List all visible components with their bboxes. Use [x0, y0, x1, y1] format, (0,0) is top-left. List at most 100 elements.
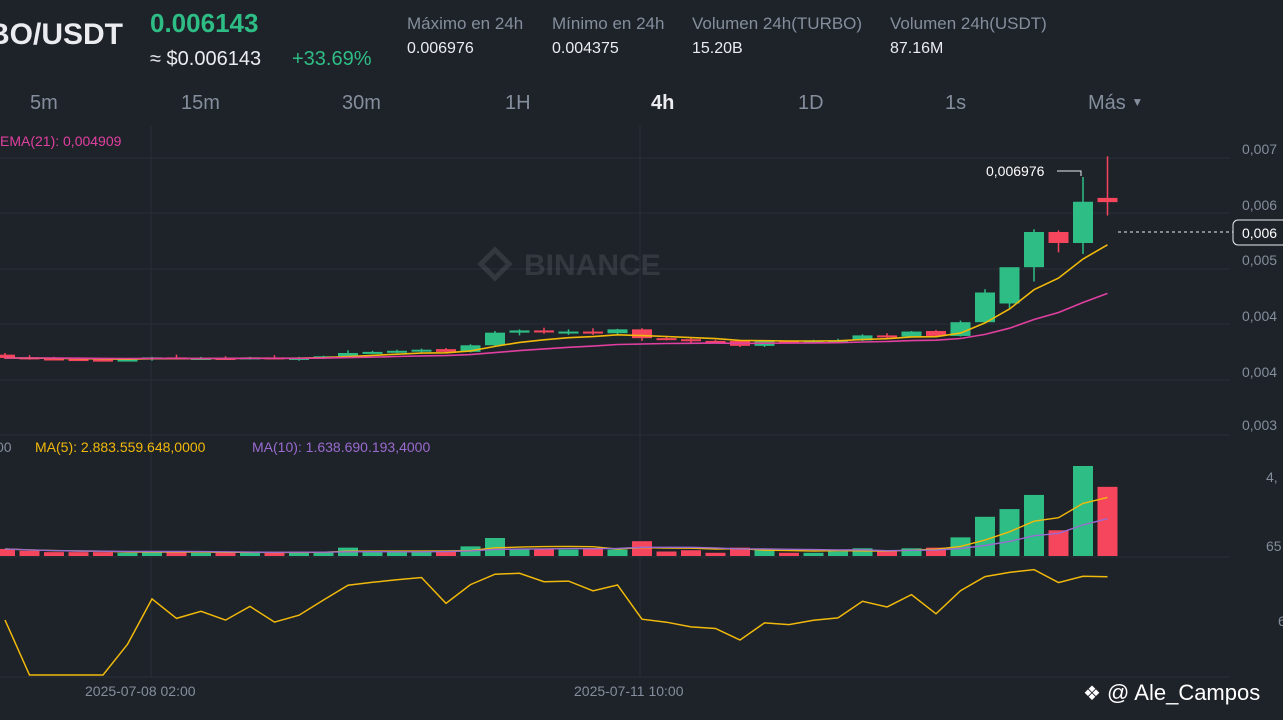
ma5-indicator-label: MA(5): 2.883.559.648,0000 — [35, 439, 206, 455]
volume-bar — [44, 552, 64, 556]
candle-body — [901, 331, 922, 337]
candle-body — [950, 322, 971, 336]
volume-bar — [852, 548, 873, 556]
volume-bar — [607, 549, 628, 556]
candle-body — [877, 335, 897, 338]
binance-watermark: BINANCE — [477, 246, 661, 282]
oscillator — [4, 568, 1108, 676]
volume-bar — [142, 551, 162, 556]
volume-bar — [240, 552, 260, 556]
price-axis-label: 0,004 — [1242, 308, 1277, 324]
moving-averages — [4, 244, 1108, 361]
chart-grid — [0, 125, 1230, 678]
volume-bar — [1048, 530, 1069, 556]
candle-body — [999, 267, 1020, 304]
price-axis-label: 0,004 — [1242, 364, 1277, 380]
volume-bar — [387, 552, 407, 556]
candle-body — [1048, 232, 1069, 243]
last-price: 0.006143 — [150, 8, 259, 38]
candle-body — [534, 330, 554, 333]
volume-bars — [0, 466, 1118, 556]
candle-body — [117, 359, 138, 362]
candle-body — [485, 332, 505, 346]
volume-bar — [289, 551, 309, 556]
candle-body — [436, 349, 456, 352]
candle-body — [632, 329, 652, 339]
candle-body — [1097, 197, 1118, 203]
price-change-percent: +33.69% — [292, 48, 372, 70]
candle-body — [607, 329, 628, 334]
volume-bar — [534, 548, 554, 556]
volume-bar — [313, 552, 334, 556]
stat-high-value: 0.006976 — [407, 40, 474, 57]
price-axis-label: 0,006 — [1242, 197, 1277, 213]
volume-bar — [264, 552, 285, 556]
author-watermark: ❖ @ Ale_Campos — [1083, 680, 1260, 706]
stat-low-label: Mínimo en 24h — [552, 14, 665, 33]
caret-down-icon: ▼ — [1131, 95, 1144, 109]
timeframe-more-label: Más — [1088, 92, 1126, 114]
stat-volume-base-label: Volumen 24h(TURBO) — [692, 14, 863, 33]
timeframe-1w[interactable]: 1s — [945, 92, 967, 114]
volume-bar — [93, 552, 113, 556]
candle-body — [975, 292, 995, 323]
candle-body — [411, 349, 432, 352]
x-axis-label-2: 2025-07-11 10:00 — [574, 683, 684, 699]
last-price-marker: 0,006 — [1118, 219, 1283, 246]
author-handle: @ Ale_Campos — [1100, 680, 1261, 705]
candle-body — [1073, 201, 1093, 243]
volume-bar — [166, 551, 187, 556]
volume-bar — [730, 547, 750, 556]
candle-body — [803, 340, 824, 343]
volume-ma10-line — [4, 518, 1108, 554]
candle-body — [656, 338, 677, 341]
ema-long-line — [5, 292, 1108, 360]
volume-bar — [1073, 466, 1093, 556]
volume-bar — [215, 552, 236, 556]
volume-bar — [117, 552, 138, 556]
price-usd-approx: ≈ $0.006143 — [150, 48, 262, 70]
x-axis-label-1: 2025-07-08 02:00 — [85, 683, 196, 699]
timeframe-4h[interactable]: 4h — [651, 92, 675, 114]
timeframe-1d[interactable]: 1D — [798, 92, 824, 114]
volume-bar — [436, 550, 456, 556]
last-price-label: 0,006 — [1242, 225, 1277, 241]
volume-bar — [411, 551, 432, 556]
volume-bar — [68, 552, 89, 556]
volume-bar — [362, 552, 383, 556]
volume-axis-label: 65 — [1266, 538, 1282, 554]
candle-body — [0, 354, 15, 358]
volume-bar — [901, 548, 922, 556]
candle-body — [460, 345, 481, 352]
oscillator-axis-label: 6 — [1278, 613, 1283, 629]
candle-body — [387, 350, 407, 353]
volume-bar — [828, 551, 848, 556]
candle-body — [852, 335, 873, 341]
price-axis-label: 0,007 — [1242, 141, 1277, 157]
price-axis-label: 0,003 — [1242, 417, 1277, 433]
trading-pair-title[interactable]: BO/USDT — [0, 18, 123, 51]
high-annotation: 0,006976 — [986, 163, 1082, 179]
timeframe-more[interactable]: Más ▼ — [1088, 92, 1143, 115]
volume-bar — [19, 550, 40, 556]
binance-diamond-icon: ❖ — [1083, 683, 1101, 705]
ma10-indicator-label: MA(10): 1.638.690.193,4000 — [252, 439, 430, 455]
candles — [0, 156, 1118, 362]
volume-bar — [558, 549, 579, 556]
timeframe-30m[interactable]: 30m — [342, 92, 381, 114]
timeframe-5m[interactable]: 5m — [30, 92, 58, 114]
volume-bar — [754, 548, 775, 556]
candle-body — [583, 331, 603, 334]
candle-body — [681, 339, 701, 342]
volume-bar — [656, 551, 677, 556]
ema-indicator-label: EMA(21): 0,004909 — [0, 133, 122, 149]
high-price-annotation: 0,006976 — [986, 163, 1045, 179]
candle-body — [926, 331, 946, 336]
volume-bar — [485, 538, 505, 556]
candle-body — [705, 340, 726, 343]
timeframe-15m[interactable]: 15m — [181, 92, 220, 114]
candle-body — [558, 331, 579, 334]
stat-high-label: Máximo en 24h — [407, 14, 524, 33]
timeframe-1h[interactable]: 1H — [505, 92, 531, 114]
